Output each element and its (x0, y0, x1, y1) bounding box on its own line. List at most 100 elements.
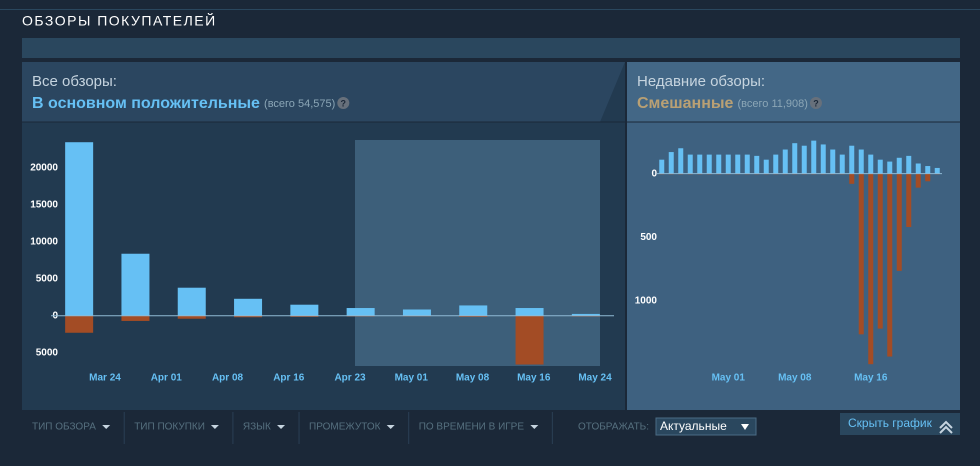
bar (515, 308, 544, 316)
bar (925, 173, 931, 182)
filter-bar (22, 410, 960, 446)
all-total: (всего 54,575) (264, 98, 335, 110)
x-tick-label: May 01 (712, 373, 746, 384)
bar (830, 149, 836, 174)
bar (934, 167, 940, 174)
hide-graph-text[interactable]: Скрыть график (848, 416, 933, 430)
y-tick-label: 10000 (30, 237, 58, 248)
recent-range-highlight (355, 140, 600, 366)
bar (849, 145, 855, 174)
bar (725, 154, 731, 174)
bar (571, 313, 600, 316)
bar (782, 149, 788, 174)
bar (121, 253, 150, 316)
bar (121, 315, 150, 321)
bar (65, 315, 94, 333)
x-tick-label: May 08 (456, 373, 490, 384)
y-tick-label: 500 (640, 232, 657, 243)
y-tick-label: 5000 (36, 347, 59, 358)
x-tick-label: May 01 (395, 373, 429, 384)
x-tick-label: May 24 (578, 373, 612, 384)
bar (915, 173, 921, 188)
bar (887, 161, 893, 174)
filter-label[interactable]: ТИП ОБЗОРА (32, 422, 96, 433)
y-tick-label: 5000 (36, 273, 59, 284)
y-tick-label: 20000 (30, 163, 58, 174)
bar (687, 154, 693, 174)
bar (915, 163, 921, 174)
bar (858, 149, 864, 174)
filter-label[interactable]: ПРОМЕЖУТОК (309, 422, 381, 433)
bar (868, 154, 874, 174)
filters: ТИП ОБЗОРА ТИП ПОКУПКИ ЯЗЫК ПРОМЕЖУТОК ПО ВР… (32, 412, 553, 444)
bar (697, 154, 703, 174)
bar (877, 159, 883, 174)
bar (906, 173, 912, 228)
bar (820, 144, 826, 174)
display-label: ОТОБРАЖАТЬ: (578, 422, 649, 433)
filter-label[interactable]: ПО ВРЕМЕНИ В ИГРЕ (419, 422, 525, 433)
bar (735, 154, 741, 174)
all-rating: В основном положительные (32, 95, 260, 112)
hide-graph-button[interactable] (840, 413, 960, 435)
display-select[interactable] (655, 417, 757, 436)
top-band (22, 38, 960, 58)
filter-label[interactable]: ЯЗЫК (243, 422, 271, 433)
bar (811, 140, 817, 174)
recent-rating: Смешанные (637, 95, 734, 112)
bar (754, 155, 760, 174)
y-tick-label: 15000 (30, 200, 58, 211)
y-tick-label: 0 (651, 168, 657, 179)
bar (839, 154, 845, 174)
bar (459, 315, 488, 317)
bar (744, 154, 750, 174)
header-line (0, 9, 980, 10)
bar (65, 142, 94, 316)
filter-arrow[interactable] (102, 425, 111, 429)
bar (887, 173, 893, 357)
x-tick-label: May 16 (854, 373, 888, 384)
x-tick-label: Apr 08 (212, 373, 244, 384)
bar (459, 305, 488, 316)
bar (177, 287, 206, 316)
bar (877, 173, 883, 329)
filter-arrow[interactable] (530, 425, 539, 429)
help-icon[interactable] (809, 97, 822, 109)
display-value[interactable]: Актуальные (660, 419, 727, 433)
bar (290, 315, 319, 317)
collapse-icon[interactable] (939, 420, 953, 434)
recent-title-area (627, 62, 960, 122)
help-icon[interactable] (337, 97, 350, 109)
bar (177, 315, 206, 319)
bar (234, 315, 263, 318)
bar (896, 157, 902, 174)
filter-arrow[interactable] (386, 425, 395, 429)
help-text[interactable]: ? (813, 98, 819, 108)
bar (763, 159, 769, 174)
x-tick-label: Apr 23 (334, 373, 366, 384)
bar (792, 143, 798, 174)
x-tick-label: Apr 01 (151, 373, 183, 384)
recent-label: Недавние обзоры: (637, 73, 765, 90)
filter-arrow[interactable] (277, 425, 286, 429)
select-arrow[interactable] (741, 424, 749, 430)
bar (234, 298, 263, 316)
bar (849, 173, 855, 184)
bar (346, 308, 375, 316)
bar (706, 154, 712, 174)
help-text[interactable]: ? (341, 98, 347, 108)
bar (668, 152, 674, 174)
x-tick-label: Mar 24 (89, 373, 121, 384)
section-header: ОБЗОРЫ ПОКУПАТЕЛЕЙ (22, 12, 217, 29)
bar (773, 154, 779, 174)
y-tick-label: 1000 (635, 295, 658, 306)
filter-arrow[interactable] (210, 425, 219, 429)
filter-label[interactable]: ТИП ПОКУПКИ (134, 422, 205, 433)
x-tick-label: Apr 16 (273, 373, 305, 384)
bar (896, 173, 902, 271)
bar (290, 304, 319, 316)
bar (515, 315, 544, 365)
x-tick-label: May 08 (778, 373, 812, 384)
